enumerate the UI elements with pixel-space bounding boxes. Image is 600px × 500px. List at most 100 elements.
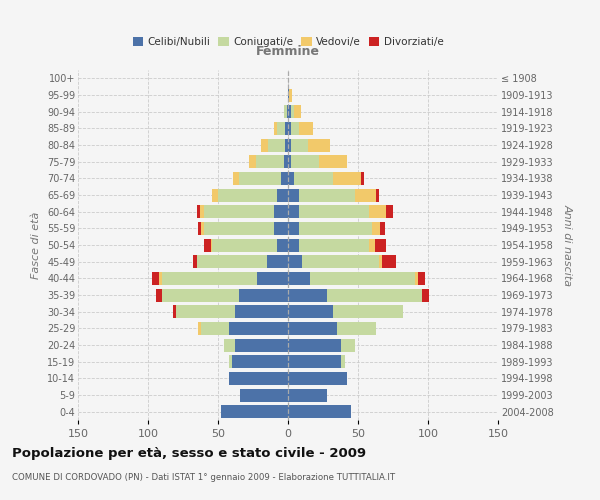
Bar (288, 288, 327, 302)
Bar (284, 105, 287, 118)
Bar (289, 88, 292, 102)
Bar (288, 105, 291, 118)
Bar (333, 305, 403, 318)
Bar (201, 322, 229, 335)
Legend: Celibi/Nubili, Coniugati/e, Vedovi/e, Divorziati/e: Celibi/Nubili, Coniugati/e, Vedovi/e, Di… (128, 33, 448, 52)
Bar (288, 205, 299, 218)
Bar (277, 188, 288, 202)
Bar (299, 238, 369, 252)
Bar (235, 338, 288, 351)
Bar (235, 305, 288, 318)
Bar (274, 222, 288, 235)
Bar (288, 372, 347, 385)
Bar (288, 138, 291, 151)
Bar (229, 322, 288, 335)
Bar (211, 238, 212, 252)
Bar (204, 205, 274, 218)
Bar (239, 288, 288, 302)
Bar (239, 172, 281, 185)
Bar (162, 272, 257, 285)
Bar (262, 138, 268, 151)
Bar (277, 122, 285, 135)
Bar (288, 172, 293, 185)
Text: Femmine: Femmine (256, 44, 320, 58)
Bar (422, 288, 430, 302)
Bar (375, 238, 386, 252)
Bar (193, 255, 197, 268)
Bar (379, 255, 382, 268)
Bar (327, 288, 422, 302)
Bar (319, 155, 347, 168)
Text: COMUNE DI CORDOVADO (PN) - Dati ISTAT 1° gennaio 2009 - Elaborazione TUTTITALIA.: COMUNE DI CORDOVADO (PN) - Dati ISTAT 1°… (12, 472, 395, 482)
Bar (302, 255, 379, 268)
Bar (152, 272, 159, 285)
Bar (288, 272, 310, 285)
Bar (299, 188, 355, 202)
Bar (288, 405, 351, 418)
Bar (274, 205, 288, 218)
Bar (418, 272, 425, 285)
Bar (369, 238, 375, 252)
Bar (285, 122, 288, 135)
Bar (281, 172, 288, 185)
Bar (361, 172, 364, 185)
Bar (277, 238, 288, 252)
Bar (288, 305, 333, 318)
Y-axis label: Anni di nascita: Anni di nascita (563, 204, 573, 286)
Bar (291, 122, 299, 135)
Bar (224, 338, 235, 351)
Bar (288, 222, 299, 235)
Bar (291, 138, 308, 151)
Bar (369, 205, 386, 218)
Bar (376, 188, 379, 202)
Bar (268, 138, 285, 151)
Bar (288, 388, 327, 402)
Bar (288, 322, 337, 335)
Bar (287, 105, 288, 118)
Bar (355, 188, 376, 202)
Bar (310, 272, 415, 285)
Bar (157, 288, 162, 302)
Bar (162, 288, 239, 302)
Bar (233, 172, 239, 185)
Bar (197, 205, 200, 218)
Bar (308, 138, 330, 151)
Bar (284, 155, 288, 168)
Bar (291, 155, 319, 168)
Bar (288, 338, 341, 351)
Bar (291, 105, 293, 118)
Bar (288, 88, 289, 102)
Bar (212, 238, 277, 252)
Bar (288, 122, 291, 135)
Bar (218, 188, 277, 202)
Bar (229, 372, 288, 385)
Bar (241, 388, 288, 402)
Bar (176, 305, 235, 318)
Bar (299, 222, 372, 235)
Bar (221, 405, 288, 418)
Bar (232, 355, 288, 368)
Bar (204, 222, 274, 235)
Bar (159, 272, 162, 285)
Bar (201, 222, 204, 235)
Bar (293, 172, 333, 185)
Bar (341, 355, 346, 368)
Bar (256, 155, 284, 168)
Bar (199, 222, 201, 235)
Bar (267, 255, 288, 268)
Bar (257, 272, 288, 285)
Bar (386, 205, 393, 218)
Bar (173, 305, 176, 318)
Y-axis label: Fasce di età: Fasce di età (31, 212, 41, 278)
Bar (341, 338, 355, 351)
Bar (288, 188, 299, 202)
Bar (382, 255, 396, 268)
Bar (274, 122, 277, 135)
Bar (299, 205, 369, 218)
Bar (333, 172, 361, 185)
Bar (285, 138, 288, 151)
Bar (415, 272, 418, 285)
Text: Popolazione per età, sesso e stato civile - 2009: Popolazione per età, sesso e stato civil… (12, 448, 366, 460)
Bar (288, 255, 302, 268)
Bar (288, 238, 299, 252)
